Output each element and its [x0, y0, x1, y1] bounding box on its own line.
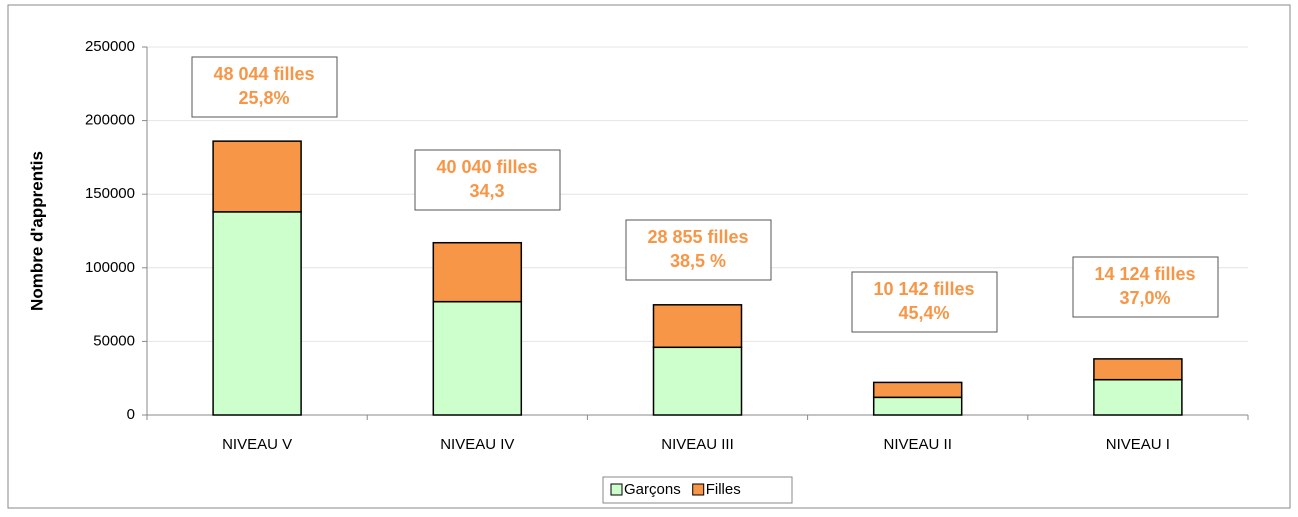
y-tick-label: 50000 [93, 332, 135, 349]
annotation: 37,0% [1119, 288, 1170, 308]
legend-label: Garçons [624, 481, 681, 498]
x-tick-label: NIVEAU III [661, 436, 734, 453]
y-tick-label: 250000 [85, 38, 135, 55]
x-tick-label: NIVEAU IV [440, 436, 514, 453]
annotation: 10 142 filles [873, 279, 974, 299]
annotation-box [1072, 256, 1219, 318]
y-tick-label: 100000 [85, 259, 135, 276]
y-axis-label: Nombre d'apprentis [27, 151, 46, 311]
y-tick-label: 200000 [85, 112, 135, 129]
bar-segment [432, 241, 523, 303]
legend-swatch [692, 483, 705, 496]
annotation: 34,3 [469, 181, 504, 201]
x-tick-label: NIVEAU I [1106, 436, 1170, 453]
annotation: 14 124 filles [1094, 264, 1195, 284]
annotation: 40 040 filles [436, 157, 537, 177]
annotation-box [191, 56, 338, 118]
y-tick-label: 150000 [85, 185, 135, 202]
x-tick-label: NIVEAU V [222, 436, 292, 453]
bar-segment [432, 300, 523, 416]
legend-swatch [610, 483, 623, 496]
bar-segment [872, 396, 963, 416]
bar-segment [652, 346, 743, 416]
bar-segment [1093, 378, 1183, 416]
annotation: 38,5 % [670, 251, 726, 271]
bar-segment [872, 381, 963, 399]
annotation: 28 855 filles [647, 227, 748, 247]
bar-segment [212, 211, 302, 416]
bar-segment [652, 304, 743, 349]
x-tick-label: NIVEAU II [884, 436, 952, 453]
bar-segment [212, 140, 302, 213]
annotation: 25,8% [238, 88, 289, 108]
annotation-box [625, 219, 772, 281]
y-tick-label: 0 [127, 406, 135, 423]
annotation: 45,4% [898, 303, 949, 323]
annotation-box [414, 149, 561, 211]
bar-segment [1093, 358, 1183, 381]
annotation: 48 044 filles [213, 64, 314, 84]
annotation-box [851, 271, 998, 333]
legend-label: Filles [706, 481, 741, 498]
